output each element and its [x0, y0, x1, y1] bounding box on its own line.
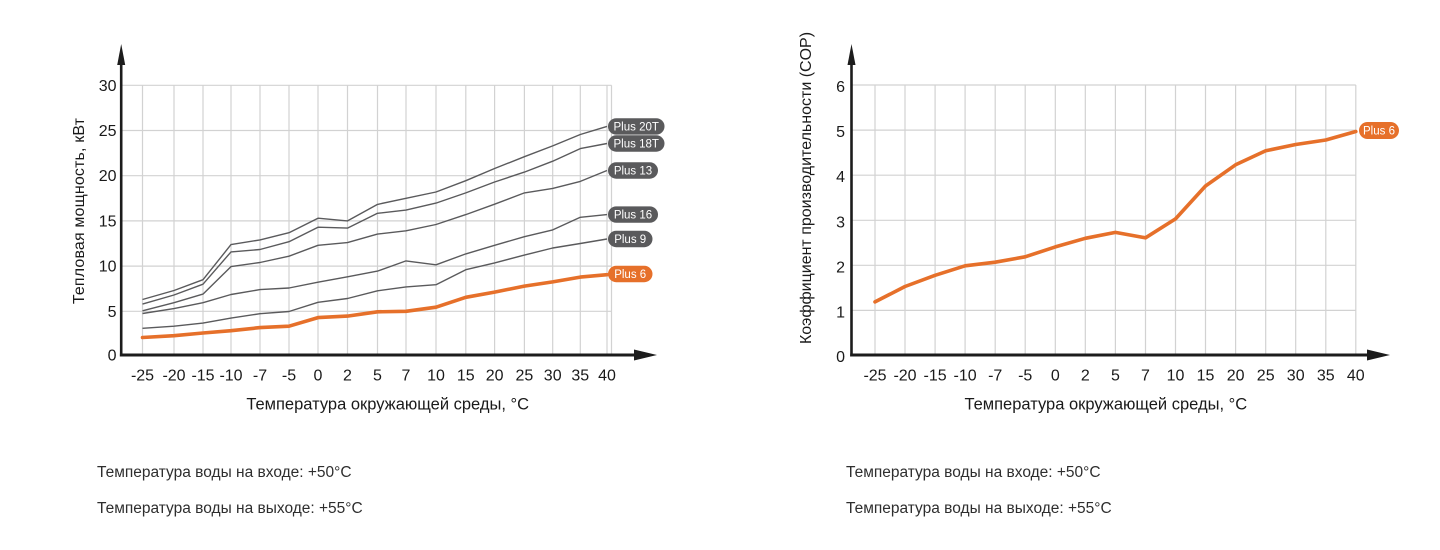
svg-text:20: 20: [99, 168, 117, 185]
svg-text:-20: -20: [162, 368, 185, 385]
svg-text:2: 2: [343, 368, 352, 385]
svg-text:20: 20: [1227, 368, 1245, 385]
svg-text:6: 6: [836, 79, 845, 96]
svg-text:20: 20: [486, 368, 504, 385]
svg-text:30: 30: [99, 78, 117, 95]
svg-text:30: 30: [544, 368, 562, 385]
svg-text:10: 10: [427, 368, 445, 385]
svg-text:15: 15: [99, 213, 117, 230]
svg-text:5: 5: [108, 304, 117, 321]
svg-text:-10: -10: [954, 368, 977, 385]
svg-text:Plus 13: Plus 13: [614, 166, 652, 178]
svg-text:Температура воды на входе: +50: Температура воды на входе: +50°C: [97, 464, 352, 481]
svg-text:Температура воды на выходе: +5: Температура воды на выходе: +55°C: [97, 500, 363, 517]
svg-text:25: 25: [99, 123, 117, 140]
svg-text:25: 25: [1257, 368, 1275, 385]
svg-text:Температура воды на выходе: +5: Температура воды на выходе: +55°C: [846, 500, 1112, 517]
svg-text:3: 3: [836, 214, 845, 231]
svg-text:7: 7: [402, 368, 411, 385]
svg-text:Коэффициент производительности: Коэффициент производительности (COP): [798, 32, 815, 344]
svg-text:-25: -25: [131, 368, 154, 385]
svg-text:-5: -5: [1018, 368, 1032, 385]
svg-text:30: 30: [1287, 368, 1305, 385]
svg-text:0: 0: [1051, 368, 1060, 385]
svg-text:-7: -7: [988, 368, 1002, 385]
svg-text:Plus 16: Plus 16: [614, 210, 652, 222]
svg-text:5: 5: [1111, 368, 1120, 385]
svg-text:Plus 6: Plus 6: [614, 269, 646, 281]
svg-text:15: 15: [1197, 368, 1215, 385]
svg-text:40: 40: [1347, 368, 1365, 385]
svg-text:7: 7: [1141, 368, 1150, 385]
svg-text:35: 35: [571, 368, 589, 385]
svg-text:Plus 18T: Plus 18T: [614, 139, 659, 151]
svg-text:0: 0: [836, 349, 845, 366]
svg-text:2: 2: [836, 259, 845, 276]
svg-text:4: 4: [836, 169, 845, 186]
svg-text:25: 25: [516, 368, 534, 385]
svg-text:2: 2: [1081, 368, 1090, 385]
svg-text:1: 1: [836, 304, 845, 321]
svg-text:Температура окружающей среды,: Температура окружающей среды, °C: [246, 396, 529, 414]
svg-text:0: 0: [108, 348, 117, 365]
svg-text:10: 10: [99, 259, 117, 276]
svg-text:Plus 6: Plus 6: [1363, 126, 1395, 138]
svg-text:-20: -20: [893, 368, 916, 385]
svg-text:5: 5: [373, 368, 382, 385]
svg-text:-15: -15: [191, 368, 214, 385]
svg-text:0: 0: [314, 368, 323, 385]
svg-text:35: 35: [1317, 368, 1335, 385]
svg-text:Температура воды на входе: +50: Температура воды на входе: +50°C: [846, 464, 1101, 481]
svg-text:Тепловая мощность, кВт: Тепловая мощность, кВт: [71, 117, 88, 304]
svg-text:-10: -10: [219, 368, 242, 385]
svg-text:15: 15: [457, 368, 475, 385]
svg-text:-25: -25: [863, 368, 886, 385]
svg-text:40: 40: [598, 368, 616, 385]
svg-text:-7: -7: [253, 368, 267, 385]
svg-text:-5: -5: [282, 368, 296, 385]
svg-text:Plus 20T: Plus 20T: [614, 121, 659, 133]
svg-text:Температура окружающей среды,: Температура окружающей среды, °C: [964, 396, 1247, 414]
svg-text:Plus 9: Plus 9: [614, 234, 646, 246]
svg-text:5: 5: [836, 124, 845, 141]
svg-text:-15: -15: [924, 368, 947, 385]
svg-text:10: 10: [1167, 368, 1185, 385]
